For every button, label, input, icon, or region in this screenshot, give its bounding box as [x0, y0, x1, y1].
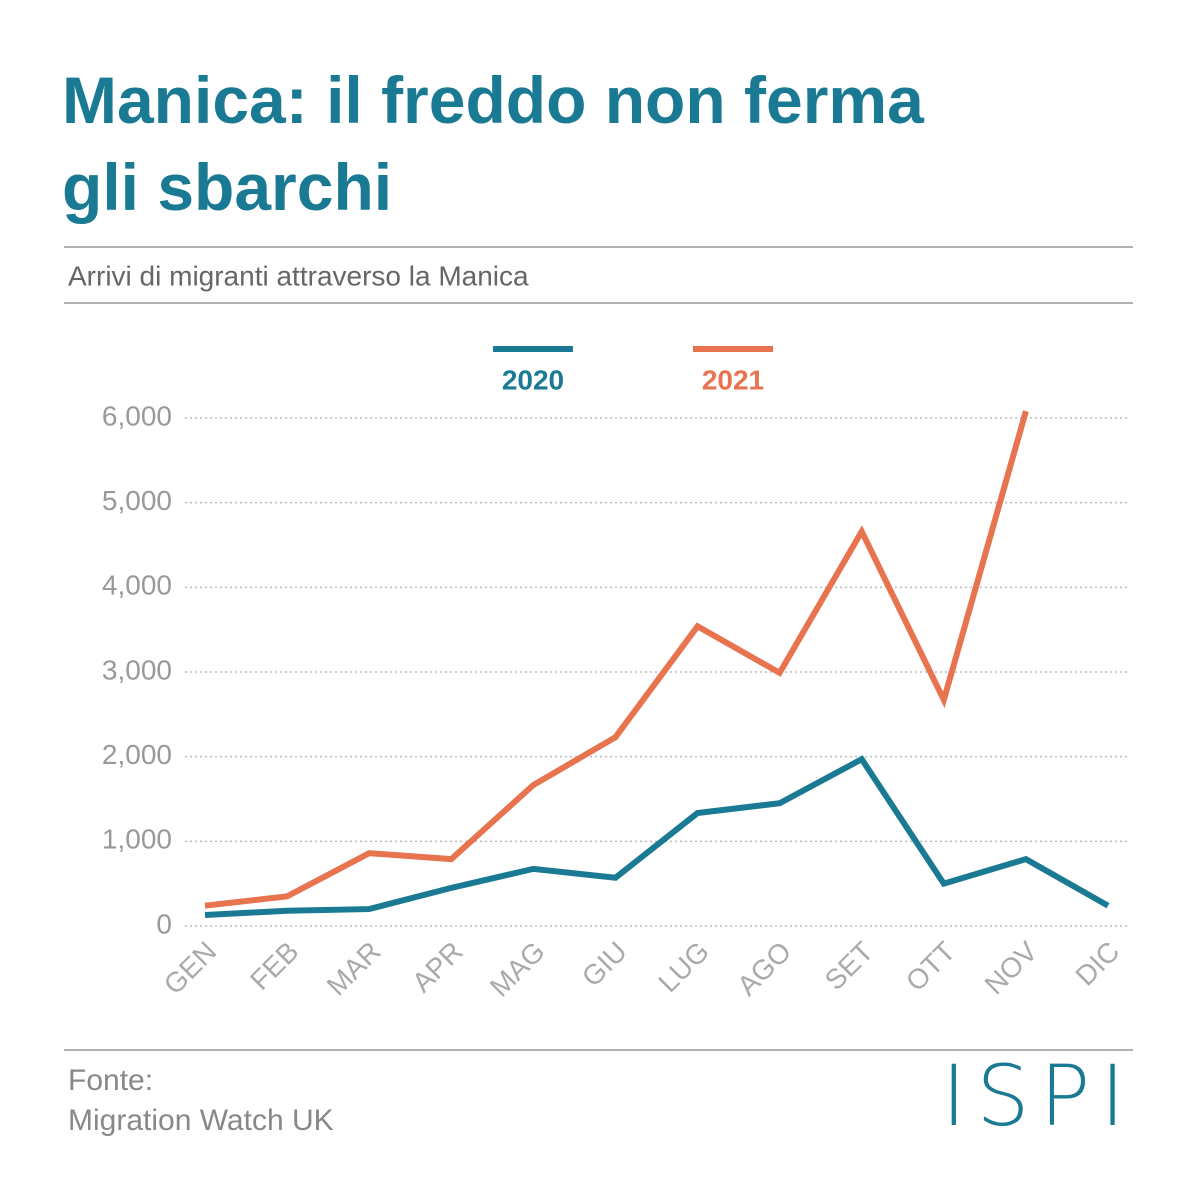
y-tick-label: 3,000	[102, 654, 172, 685]
data-line	[204, 755, 1110, 918]
x-tick-label: FEB	[244, 936, 304, 996]
chart-title: gli sbarchi	[62, 150, 392, 224]
x-tick-label: MAG	[484, 936, 551, 1003]
source: Fonte:	[68, 1064, 153, 1097]
x-tick-label: GIU	[576, 936, 633, 993]
legend-label: 2020	[502, 364, 564, 395]
x-tick-label: NOV	[979, 935, 1044, 1000]
y-tick-label: 4,000	[102, 570, 172, 601]
chart-title: Manica: il freddo non ferma	[62, 63, 925, 137]
x-tick-label: AGO	[731, 936, 797, 1002]
x-tick-label: DIC	[1069, 936, 1125, 992]
y-tick-label: 5,000	[102, 485, 172, 516]
logo: ISPI	[941, 1047, 1135, 1145]
y-tick-label: 2,000	[102, 739, 172, 770]
subtitle: Arrivi di migranti attraverso la Manica	[68, 260, 529, 291]
legend-label: 2021	[702, 364, 764, 395]
x-tick-label: MAR	[321, 936, 387, 1002]
source: Migration Watch UK	[68, 1104, 334, 1137]
data-line	[204, 410, 1029, 909]
y-tick-label: 1,000	[102, 824, 172, 855]
y-tick-label: 0	[156, 908, 172, 939]
x-tick-label: APR	[406, 936, 469, 999]
x-tick-label: GEN	[158, 936, 223, 1001]
y-tick-label: 6,000	[102, 400, 172, 431]
x-tick-label: SET	[819, 936, 879, 996]
x-tick-label: OTT	[900, 936, 962, 998]
x-tick-label: LUG	[652, 936, 715, 999]
